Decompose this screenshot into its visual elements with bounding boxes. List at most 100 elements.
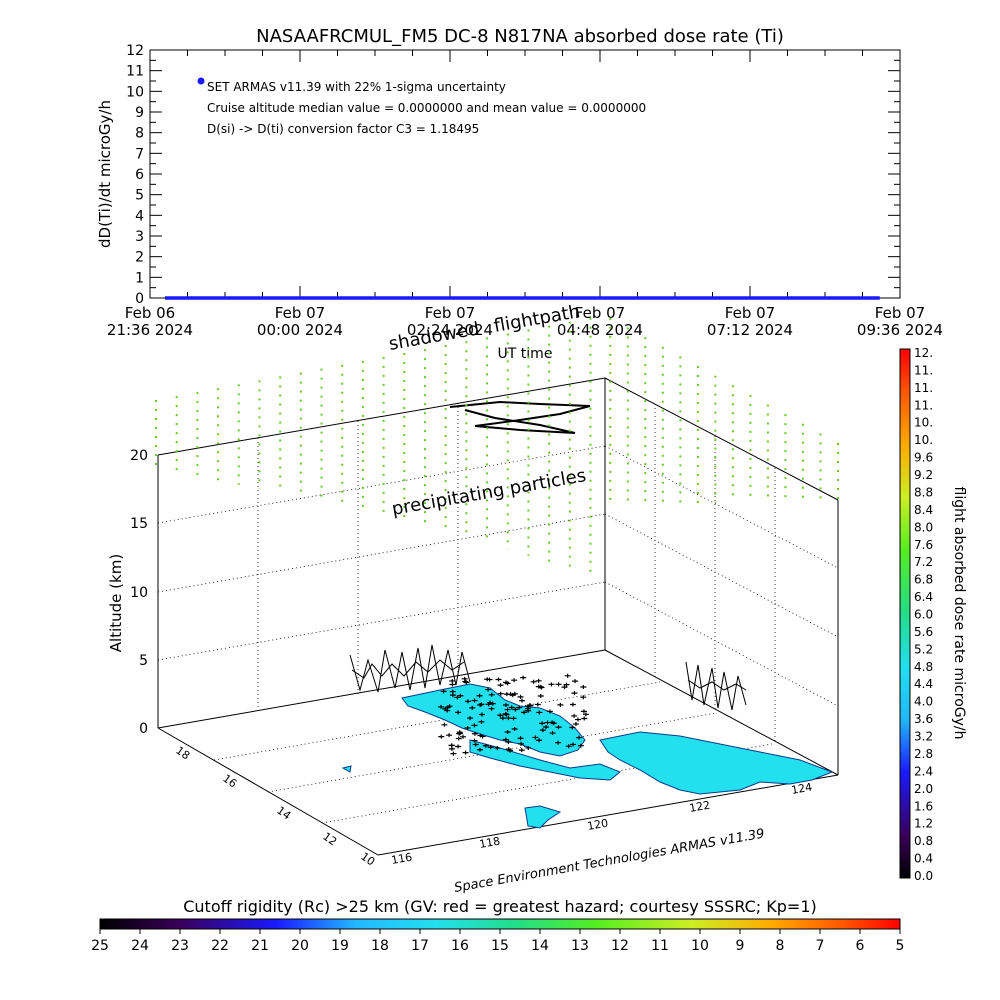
flight-marker <box>525 708 532 713</box>
flight-marker <box>488 706 495 711</box>
colorbar-tick-label: 5.2 <box>914 642 933 656</box>
flight-marker <box>508 705 515 710</box>
flight-marker <box>464 725 471 730</box>
y-tick-label: 4 <box>135 208 144 224</box>
z-tick: 0 <box>139 721 148 737</box>
cutoff-tick-label: 23 <box>171 938 189 954</box>
flight-marker <box>565 744 572 749</box>
precipitating-particles <box>155 317 839 576</box>
z-tick: 15 <box>130 516 148 532</box>
flight-marker <box>543 725 550 730</box>
flight-marker <box>467 716 474 721</box>
flight-marker <box>469 705 476 710</box>
cutoff-tick-label: 15 <box>491 938 509 954</box>
x-tick-label: 00:00 2024 <box>257 321 343 339</box>
flight-marker <box>503 680 510 685</box>
flight-marker <box>576 735 583 740</box>
flight-marker <box>530 679 537 684</box>
flight-marker <box>539 728 546 733</box>
flight-marker <box>497 713 504 718</box>
cutoff-tick-label: 19 <box>331 938 349 954</box>
x-tick-label: 04:48 2024 <box>557 321 643 339</box>
flight-marker <box>569 725 576 730</box>
legend-marker <box>197 77 205 85</box>
cutoff-tick-label: 12 <box>611 938 629 954</box>
flight-marker <box>580 709 587 714</box>
flight-marker <box>581 716 588 721</box>
flight-marker <box>509 693 516 698</box>
flight-marker <box>502 737 509 742</box>
flight-marker <box>504 707 511 712</box>
flight-marker <box>440 689 447 694</box>
flight-3d-panel: 0 5 10 15 20 Altitude (km) 18 16 14 12 1… <box>107 301 839 896</box>
flight-marker <box>570 742 577 747</box>
chart-title: NASAAFRCMUL_FM5 DC-8 N817NA absorbed dos… <box>256 26 784 47</box>
cutoff-title: Cutoff rigidity (Rc) >25 km (GV: red = g… <box>183 897 817 916</box>
flightpath-trace <box>449 400 591 434</box>
flight-marker <box>472 742 479 747</box>
flight-marker <box>569 702 576 707</box>
lon-tick: 124 <box>790 781 813 797</box>
flight-marker <box>454 695 461 700</box>
colorbar-tick-label: 4.0 <box>914 695 933 709</box>
colorbar-gradient <box>899 348 911 879</box>
flight-marker <box>519 698 526 703</box>
cutoff-tick-label: 6 <box>856 938 865 954</box>
colorbar-tick-label: 8.0 <box>914 520 933 534</box>
colorbar-tick-label: 9.2 <box>914 468 933 482</box>
flight-marker <box>449 678 456 683</box>
colorbar-tick-label: 2.0 <box>914 782 933 796</box>
colorbar-tick-label: 2.4 <box>914 764 933 778</box>
cutoff-tick-label: 8 <box>776 938 785 954</box>
flight-marker <box>507 748 514 753</box>
flight-marker <box>471 698 478 703</box>
flight-marker <box>563 682 570 687</box>
colorbar-tick-label: 6.4 <box>914 590 933 604</box>
cutoff-ticks: 25 24 23 22 21 20 19 18 17 16 15 14 13 12 11 10 9 8 7 6 5 <box>91 929 904 954</box>
flight-marker <box>504 730 511 735</box>
flight-marker <box>564 673 571 678</box>
flight-marker <box>471 723 478 728</box>
flight-marker <box>534 702 541 707</box>
flight-marker <box>448 746 455 751</box>
flight-marker <box>546 709 553 714</box>
cutoff-tick-label: 11 <box>651 938 669 954</box>
cutoff-tick-label: 7 <box>816 938 825 954</box>
lon-tick: 122 <box>688 799 711 815</box>
flight-marker <box>516 705 523 710</box>
x-axis-label: UT time <box>498 346 553 362</box>
colorbar-tick-label: 11. <box>914 381 933 395</box>
annotation-cruise: Cruise altitude median value = 0.0000000… <box>207 101 646 115</box>
flight-marker <box>455 744 462 749</box>
colorbar-ticks: 0.0 0.4 0.8 1.2 1.6 2.0 2.4 2.8 3.2 3.6 4.0 4.4 4.8 5… <box>914 346 933 883</box>
cutoff-tick-label: 18 <box>371 938 389 954</box>
flight-marker <box>561 685 568 690</box>
cutoff-tick-label: 17 <box>411 938 429 954</box>
cutoff-tick-label: 5 <box>896 938 905 954</box>
x-tick-label: Feb 07 <box>425 304 475 322</box>
flight-marker <box>575 717 582 722</box>
flight-marker <box>455 736 462 741</box>
credit-label: Space Environment Technologies ARMAS v11… <box>453 827 766 896</box>
shadowed-traces <box>349 644 747 711</box>
y-tick-label: 8 <box>135 126 144 142</box>
colorbar-tick-label: 4.4 <box>914 677 933 691</box>
cutoff-rigidity-colorbar: Cutoff rigidity (Rc) >25 km (GV: red = g… <box>91 897 904 954</box>
flight-marker <box>487 745 494 750</box>
flight-marker <box>441 722 448 727</box>
x-tick-label: Feb 07 <box>875 304 925 322</box>
flight-marker <box>510 716 517 721</box>
flight-marker <box>571 691 578 696</box>
flight-marker <box>477 733 484 738</box>
flight-marker <box>505 740 512 745</box>
flight-marker <box>517 736 524 741</box>
flight-marker <box>571 713 578 718</box>
flight-marker <box>536 738 543 743</box>
flight-marker <box>532 735 539 740</box>
flight-marker <box>539 721 546 726</box>
flight-marker <box>499 716 506 721</box>
x-tick-label: 02:24 2024 <box>407 321 493 339</box>
flight-marker <box>505 716 512 721</box>
flight-marker <box>456 730 463 735</box>
colorbar-tick-label: 12. <box>914 346 933 360</box>
